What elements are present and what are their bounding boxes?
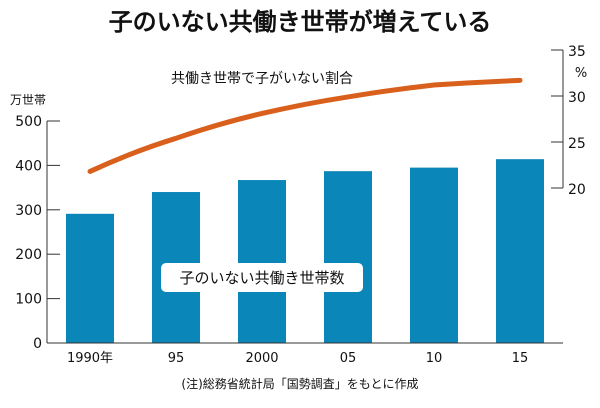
bar [324, 171, 372, 343]
left-tick-label: 100 [15, 292, 42, 308]
left-tick-label: 500 [15, 114, 42, 130]
x-tick-label: 05 [340, 351, 357, 366]
left-tick-label: 400 [15, 158, 42, 174]
line-series-label: 共働き世帯で子がいない割合 [171, 70, 353, 87]
left-axis-unit: 万世帯 [10, 93, 46, 107]
right-tick-label: 20 [568, 182, 586, 198]
bar [238, 180, 286, 343]
bar-series-label: 子のいない共働き世帯数 [179, 269, 344, 287]
source-note: (注)総務省統計局「国勢調査」をもとに作成 [181, 376, 418, 391]
right-tick-label: 30 [568, 90, 586, 106]
x-tick-label: 10 [426, 351, 443, 366]
ratio-line [90, 80, 520, 171]
right-tick-label: 35 [568, 44, 586, 60]
right-tick-label: 25 [568, 136, 586, 152]
x-tick-label: 2000 [245, 351, 278, 366]
left-tick-label: 200 [15, 247, 42, 263]
chart-title: 子のいない共働き世帯が増えている [109, 8, 492, 36]
bar [410, 168, 458, 343]
left-tick-label: 300 [15, 203, 42, 219]
left-tick-label: 0 [33, 336, 42, 352]
x-tick-label: 15 [512, 351, 529, 366]
bar [496, 159, 544, 343]
bar [66, 214, 114, 343]
right-axis-unit: % [575, 66, 587, 81]
x-tick-label: 1990年 [67, 351, 113, 366]
x-tick-label: 95 [168, 351, 185, 366]
